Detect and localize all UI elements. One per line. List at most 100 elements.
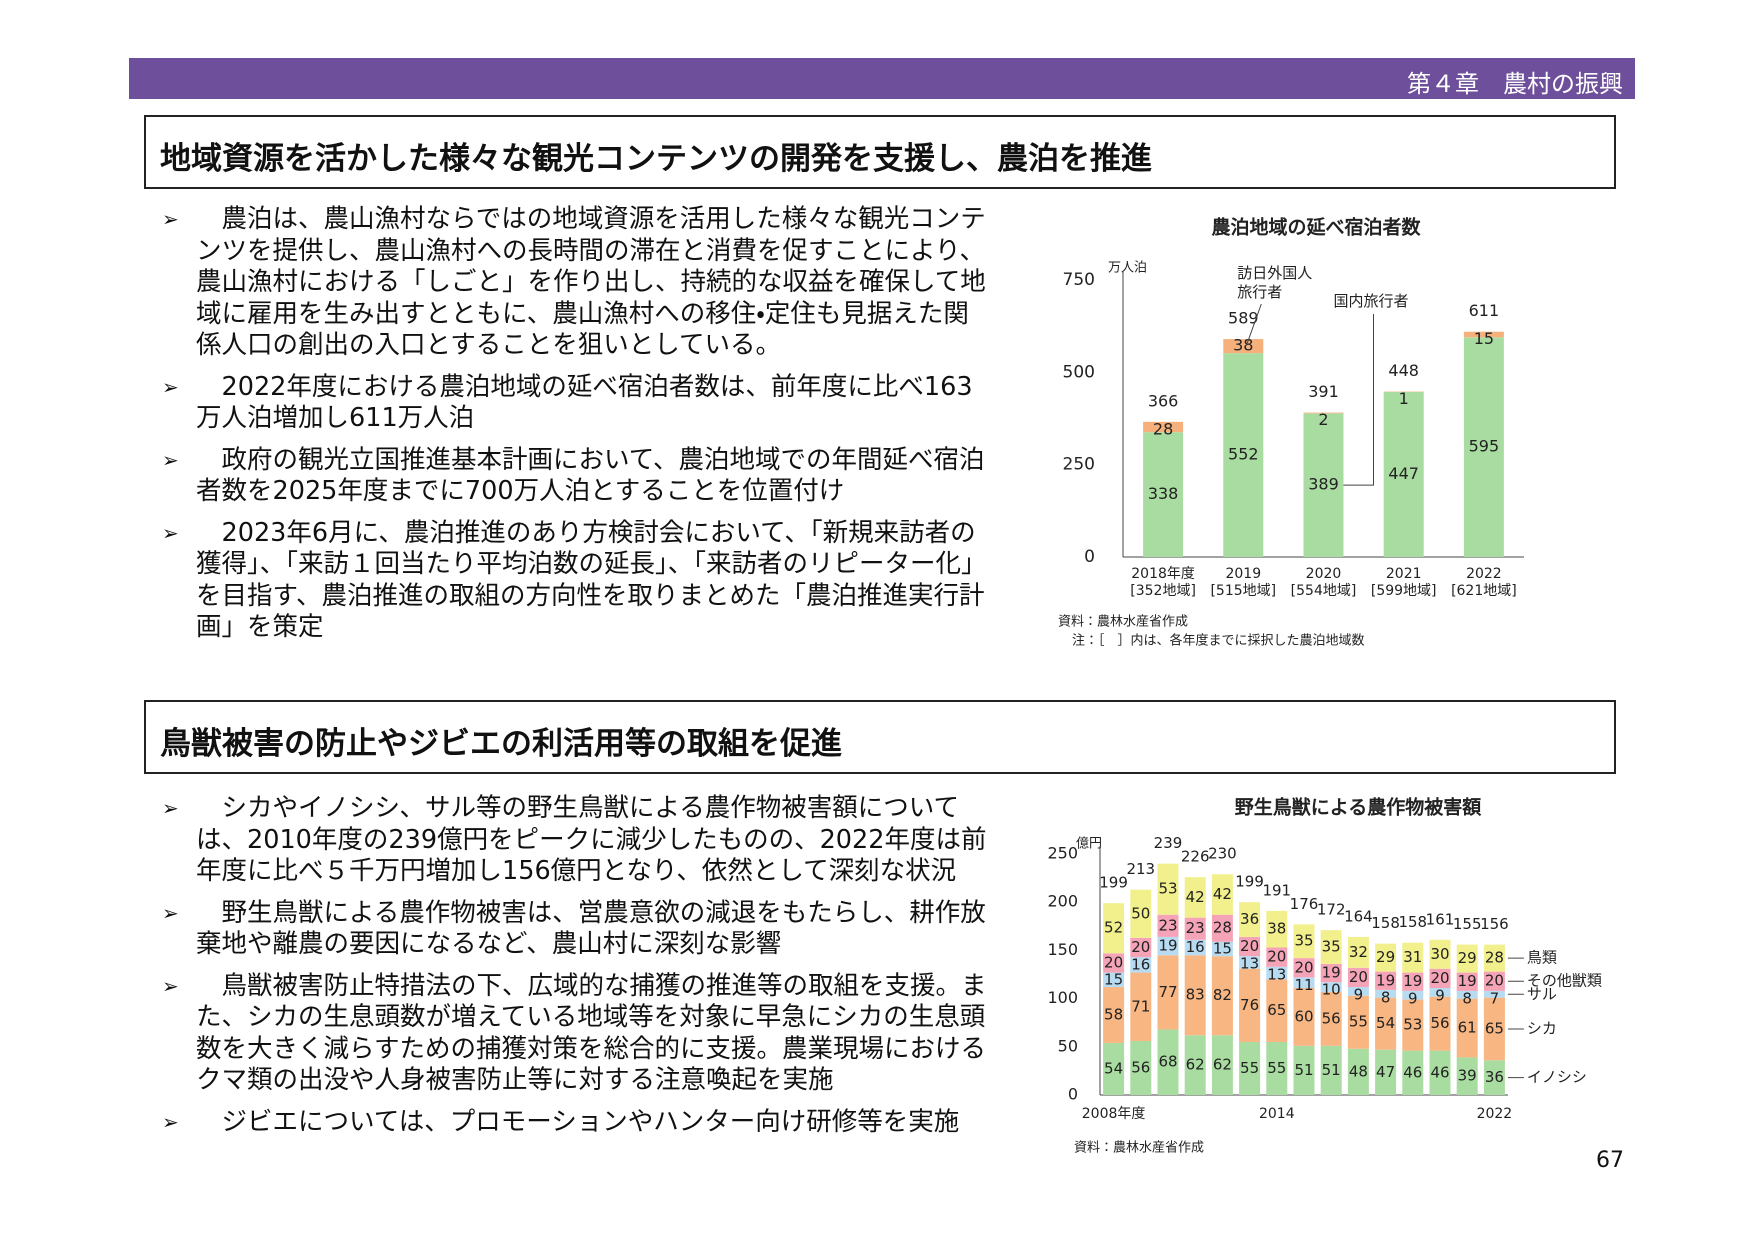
bar-segment	[1320, 982, 1342, 992]
bar-segment	[1375, 997, 1397, 1050]
bullet: 鳥獣被害防止特措法の下、広域的な捕獲の推進等の取組を支援。また、シカの生息頭数が…	[162, 971, 994, 1097]
value-label: 55	[1349, 1013, 1368, 1031]
bar-segment	[1239, 968, 1261, 1042]
bar-segment	[1483, 997, 1505, 1061]
y-tick-label: 500	[1063, 362, 1095, 382]
bar-segment	[1456, 998, 1478, 1058]
x-tick-label: 2008年度	[1082, 1106, 1146, 1122]
value-label: 77	[1158, 983, 1177, 1001]
bar-segment	[1239, 1041, 1261, 1095]
value-label: 552	[1228, 445, 1259, 464]
value-label: 20	[1349, 968, 1368, 986]
bar-segment	[1293, 924, 1315, 959]
total-label: 158	[1371, 914, 1400, 932]
y-tick-label: 0	[1084, 547, 1095, 567]
bar-segment	[1293, 987, 1315, 1046]
value-label: 7	[1490, 989, 1500, 1007]
value-label: 28	[1485, 949, 1504, 967]
bar-segment	[1130, 957, 1152, 973]
value-label: 13	[1267, 965, 1286, 983]
value-label: 9	[1435, 986, 1445, 1004]
bar-segment	[1402, 1050, 1424, 1095]
legend-label: シカ	[1527, 1019, 1557, 1037]
bar-segment	[1103, 987, 1125, 1043]
bar-segment	[1320, 991, 1342, 1046]
bar-segment	[1211, 941, 1233, 957]
bar-segment	[1402, 999, 1424, 1051]
bar-segment	[1157, 863, 1179, 915]
legend-leader	[1246, 303, 1262, 344]
bar-segment	[1483, 1060, 1505, 1095]
value-label: 65	[1267, 1001, 1286, 1019]
bar-segment	[1375, 989, 1397, 998]
total-label: 226	[1181, 848, 1210, 866]
bar-segment	[1239, 956, 1261, 969]
legend-label: 国内旅行者	[1333, 292, 1409, 310]
legend-leader	[1343, 314, 1374, 486]
total-label: 199	[1099, 874, 1128, 892]
value-label: 38	[1267, 920, 1286, 938]
y-unit: 億円	[1076, 837, 1102, 852]
bullet: シカやイノシシ、サル等の野生鳥獣による農作物被害額については、2010年度の23…	[162, 793, 994, 888]
bar-segment	[1463, 331, 1504, 338]
page-number: 67	[1596, 1148, 1624, 1173]
value-label: 56	[1430, 1014, 1449, 1032]
bar-segment	[1211, 956, 1233, 1036]
value-label: 19	[1158, 937, 1177, 955]
x-tick-label: 2019	[1225, 566, 1261, 582]
bar-segment	[1429, 996, 1451, 1051]
value-label: 338	[1148, 484, 1179, 503]
value-label: 46	[1403, 1063, 1422, 1081]
value-label: 20	[1131, 938, 1150, 956]
total-label: 155	[1453, 915, 1482, 933]
x-tick-label: 2022	[1466, 566, 1502, 582]
bar-segment	[1211, 1035, 1233, 1095]
value-label: 16	[1131, 955, 1150, 973]
bar-segment	[1143, 432, 1184, 557]
bar-segment	[1463, 337, 1504, 557]
bar-segment	[1429, 1050, 1451, 1095]
value-label: 56	[1322, 1009, 1341, 1027]
bar-segment	[1130, 1041, 1152, 1095]
value-label: 35	[1322, 938, 1341, 956]
bar-segment	[1211, 874, 1233, 915]
source-note: 資料：農林水産省作成	[1074, 1141, 1204, 1156]
value-label: 76	[1240, 996, 1259, 1014]
value-label: 54	[1376, 1014, 1395, 1032]
value-label: 51	[1322, 1061, 1341, 1079]
section-title: 鳥獣被害の防止やジビエの利活用等の取組を促進	[160, 726, 842, 762]
bar-segment	[1293, 977, 1315, 988]
bar-segment	[1320, 930, 1342, 964]
y-unit: 万人泊	[1108, 261, 1147, 276]
value-label: 13	[1240, 955, 1259, 973]
chart-title: 野生鳥獣による農作物被害額	[1235, 796, 1482, 819]
value-label: 56	[1131, 1059, 1150, 1077]
bar-segment	[1347, 987, 1369, 996]
bar-segment	[1347, 967, 1369, 988]
value-label: 55	[1240, 1059, 1259, 1077]
total-label: 164	[1344, 907, 1373, 925]
total-label: 199	[1235, 873, 1264, 891]
value-label: 1	[1399, 389, 1409, 408]
value-label: 20	[1430, 969, 1449, 987]
value-label: 11	[1294, 976, 1313, 994]
x-tick-label: 2020	[1306, 566, 1342, 582]
section-title: 地域資源を活かした様々な観光コンテンツの開発を支援し、農泊を推進	[160, 141, 1152, 177]
value-label: 20	[1267, 948, 1286, 966]
value-label: 389	[1308, 475, 1339, 494]
bar-segment	[1103, 953, 1125, 973]
total-label: 611	[1469, 301, 1500, 320]
value-label: 30	[1430, 945, 1449, 963]
value-label: 55	[1267, 1059, 1286, 1077]
bar-segment	[1157, 955, 1179, 1030]
value-label: 46	[1430, 1063, 1449, 1081]
bar-segment	[1266, 966, 1288, 980]
bullet: 野生鳥獣による農作物被害は、営農意欲の減退をもたらし、耕作放棄地や離農の要因にな…	[162, 898, 994, 961]
bar-segment	[1130, 937, 1152, 958]
value-label: 60	[1294, 1007, 1313, 1025]
x-tick-label: 2022	[1477, 1106, 1513, 1122]
value-label: 20	[1104, 953, 1123, 971]
chapter-label: 第４章 農村の振興	[1407, 70, 1623, 98]
bar-segment	[1184, 877, 1206, 918]
legend-label: 鳥類	[1527, 949, 1557, 967]
